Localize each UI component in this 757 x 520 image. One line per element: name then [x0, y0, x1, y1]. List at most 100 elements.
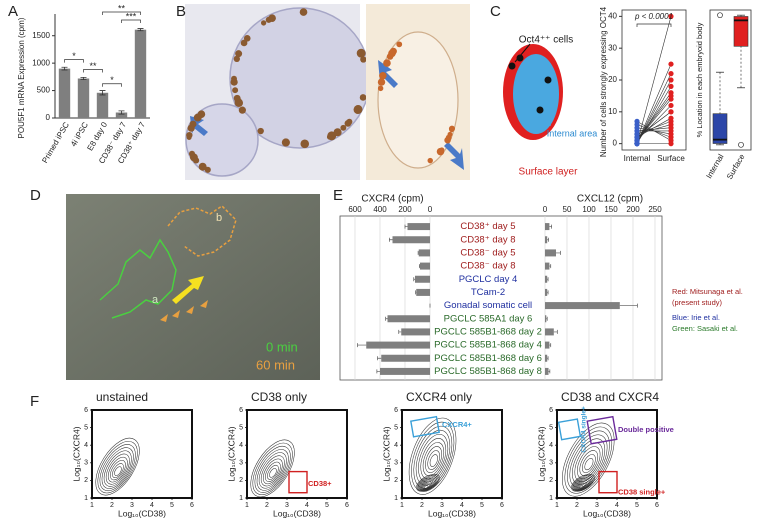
- error-bar: [404, 224, 408, 229]
- x-tick-label: 5: [480, 502, 484, 509]
- contour-line: [573, 477, 591, 491]
- image-label: 60 min: [256, 357, 295, 372]
- arrowhead: [172, 310, 180, 318]
- error-bar: [389, 237, 393, 242]
- cell: [197, 110, 206, 118]
- error-bar: [398, 329, 402, 334]
- legend-entry: Red: Mitsunaga et al.: [672, 287, 743, 296]
- y-tick-label: 3: [549, 460, 553, 467]
- contour-line: [422, 482, 431, 490]
- x-tick-label: 200: [398, 205, 412, 214]
- error-bar: [376, 369, 380, 374]
- diagram-label: Internal area: [547, 128, 598, 138]
- timelapse-image: a b 0 min 60 min: [66, 194, 320, 380]
- y-axis-label: POU5F1 mRNA Expression (cpm): [17, 17, 26, 138]
- pair-line: [636, 16, 672, 144]
- significance-bracket: [64, 59, 84, 63]
- contour-line: [423, 484, 430, 489]
- bar: [381, 354, 430, 362]
- cell: [359, 94, 367, 101]
- bar: [407, 223, 430, 231]
- contour-line: [256, 449, 289, 491]
- point: [668, 90, 674, 96]
- gate: [598, 470, 618, 494]
- contours: [250, 439, 295, 498]
- image-label: 0 min: [266, 339, 298, 354]
- cell: [187, 124, 195, 132]
- pointer: [514, 43, 531, 63]
- y-tick-label: 5: [549, 424, 553, 431]
- contour-line: [577, 482, 586, 490]
- significance-bracket: [102, 83, 122, 87]
- cell: [377, 85, 384, 92]
- plot-title: unstained: [96, 390, 148, 404]
- error-bar: [99, 90, 106, 96]
- significance-bracket: [121, 19, 141, 23]
- contour-line: [418, 434, 449, 483]
- x-tick-label: 5: [170, 502, 174, 509]
- y-tick-label: 2: [549, 477, 553, 484]
- axis-title: CXCL12 (cpm): [577, 194, 643, 205]
- axis-title: CXCR4 (cpm): [361, 194, 423, 205]
- arrowhead: [200, 300, 208, 308]
- error-bar: [548, 369, 551, 374]
- micrograph-b: [185, 4, 371, 180]
- cell: [299, 8, 308, 16]
- y-tick-label: 6: [84, 407, 88, 414]
- x-tick-label: 2: [575, 502, 579, 509]
- point: [668, 13, 674, 19]
- x-tick-label: 6: [500, 502, 504, 509]
- error-bar: [546, 316, 548, 321]
- point: [668, 83, 674, 89]
- bar: [401, 328, 430, 336]
- cell: [233, 55, 240, 63]
- bar: [545, 249, 556, 257]
- contour-line: [99, 444, 136, 492]
- panel-letter: E: [333, 187, 343, 204]
- pair-line: [636, 127, 672, 132]
- contour-line: [571, 474, 595, 492]
- gate: [288, 470, 308, 494]
- y-tick-label: 0: [46, 113, 51, 122]
- x-tick-label: 2: [420, 502, 424, 509]
- contour-line: [267, 464, 279, 480]
- pointer: [549, 117, 553, 127]
- y-tick-label: 1: [239, 495, 243, 502]
- cell: [388, 49, 396, 58]
- bar: [418, 249, 430, 257]
- contour-line: [97, 441, 138, 494]
- significance-label: **: [89, 61, 97, 71]
- cell: [340, 124, 347, 131]
- x-tick-label: 6: [190, 502, 194, 509]
- y-tick-label: 1000: [32, 58, 50, 67]
- contours: [408, 417, 457, 495]
- cell: [243, 35, 251, 42]
- contour-line: [105, 453, 130, 485]
- y-tick-label: 10: [608, 107, 617, 116]
- panel-letter: F: [30, 393, 39, 410]
- point: [668, 71, 674, 77]
- legend-entry: Blue: Irie et al.: [672, 313, 720, 322]
- contour-line: [258, 452, 287, 489]
- point: [668, 109, 674, 115]
- bar: [58, 68, 71, 118]
- cell: [353, 105, 363, 115]
- bar: [416, 288, 430, 296]
- significance-label: **: [118, 3, 126, 13]
- plot-title: CXCR4 only: [406, 390, 472, 404]
- contour-line: [574, 479, 590, 491]
- x-tick-label: 3: [595, 502, 599, 509]
- bar: [545, 341, 550, 349]
- x-tick-label: 3: [285, 502, 289, 509]
- x-tick-label: 150: [604, 205, 618, 214]
- x-tick-label: 2: [265, 502, 269, 509]
- error-bar: [137, 28, 144, 32]
- cell: [448, 125, 456, 132]
- x-tick-label: 1: [90, 502, 94, 509]
- category-label: CD38⁻ day 8: [460, 261, 515, 272]
- significance-bracket: [83, 69, 103, 73]
- x-tick-label: 6: [655, 502, 659, 509]
- plot-title: CD38 only: [251, 390, 307, 404]
- bar: [134, 29, 147, 118]
